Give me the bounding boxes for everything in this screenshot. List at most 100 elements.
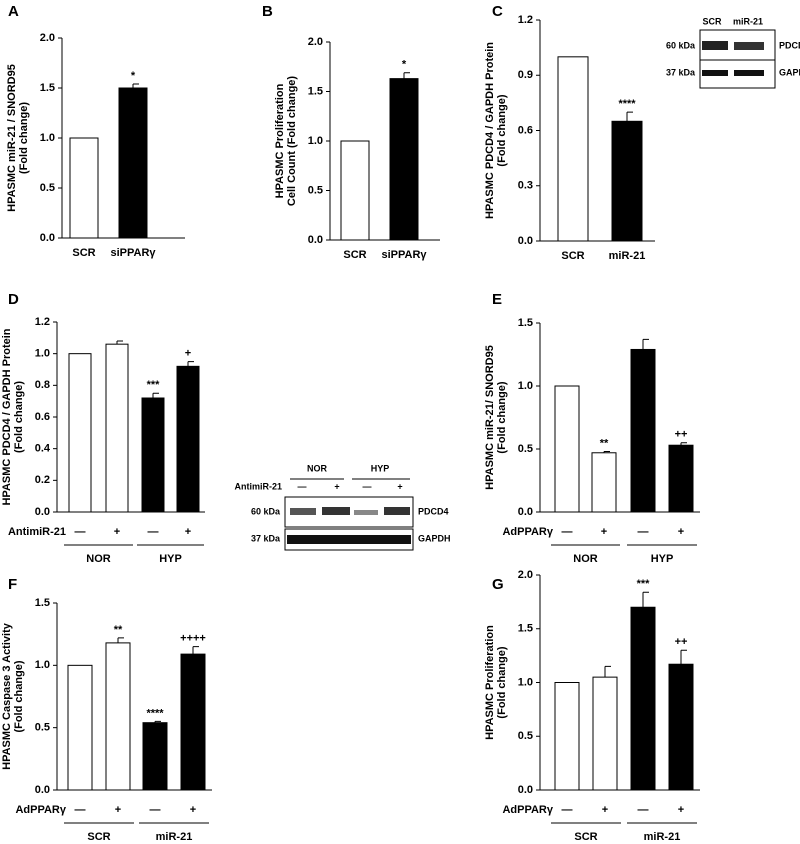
error-bar xyxy=(187,361,194,367)
western-blot-c: SCR miR-21 60 kDa 37 kDa PDCD4 GAPDH xyxy=(666,16,800,89)
significance-label: ** xyxy=(600,437,609,449)
x-tick-label: — xyxy=(75,804,86,816)
bar xyxy=(142,722,168,791)
error-bar xyxy=(604,665,611,678)
y-axis-label: HPASMC PDCD4 / GAPDH Protein xyxy=(484,42,496,219)
x-tick-label: — xyxy=(638,526,649,538)
blot-lane: SCR xyxy=(702,16,722,26)
group-label: SCR xyxy=(87,831,110,843)
y-axis-label: (Fold change) xyxy=(13,660,25,732)
panel: E HPASMC miR-21/ SNORD95 (Fold change) 0.0 0… xyxy=(484,291,700,565)
x-tick-label: SCR xyxy=(72,247,95,259)
y-tick-label: 1.0 xyxy=(518,676,533,688)
y-tick-label: 1.2 xyxy=(35,316,50,328)
bar xyxy=(180,653,206,791)
y-tick-label: 1.5 xyxy=(40,82,55,94)
y-tick-label: 0.5 xyxy=(35,722,50,734)
error-bar xyxy=(403,72,410,79)
panel-letter: G xyxy=(492,576,504,593)
panel-letter: F xyxy=(8,576,17,593)
y-tick-label: 0.4 xyxy=(35,443,51,455)
y-tick-label: 0.0 xyxy=(35,506,50,518)
significance-label: * xyxy=(131,70,136,82)
bar xyxy=(554,385,580,513)
error-bar xyxy=(192,646,199,655)
x-tick-label: — xyxy=(562,526,573,538)
y-tick-label: 2.0 xyxy=(40,32,55,44)
group-label: SCR xyxy=(574,831,597,843)
y-tick-label: 1.5 xyxy=(308,85,323,97)
x-tick-label: + xyxy=(602,804,608,816)
y-tick-label: 0.9 xyxy=(518,69,533,81)
panel-letter: C xyxy=(492,3,503,20)
factor-label: AdPPARγ xyxy=(502,804,553,816)
group-label: miR-21 xyxy=(156,831,193,843)
y-tick-label: 0.0 xyxy=(40,232,55,244)
bar xyxy=(105,642,131,791)
y-tick-label: 0.6 xyxy=(35,411,50,423)
blot-band xyxy=(290,508,316,515)
y-axis-label: (Fold change) xyxy=(13,381,25,453)
factor-label: AdPPARγ xyxy=(502,526,553,538)
blot-size: 60 kDa xyxy=(666,40,696,50)
bar xyxy=(176,365,200,513)
blot-lane: — xyxy=(363,481,372,491)
y-tick-label: 1.5 xyxy=(35,597,50,609)
error-bar xyxy=(626,111,633,122)
x-tick-label: + xyxy=(678,526,684,538)
y-tick-label: 1.2 xyxy=(518,14,533,26)
error-bar xyxy=(116,340,123,345)
error-bar xyxy=(152,392,159,398)
significance-label: + xyxy=(185,347,191,359)
significance-label: *** xyxy=(147,379,161,391)
blot-band xyxy=(702,70,728,76)
x-tick-label: — xyxy=(562,804,573,816)
y-tick-label: 0.6 xyxy=(518,124,533,136)
panel: A HPASMC miR-21 / SNORD95 (Fold change) 0.0… xyxy=(6,3,185,259)
bar xyxy=(554,682,580,791)
error-bar xyxy=(117,637,124,643)
blot-protein: PDCD4 xyxy=(418,506,449,516)
y-tick-label: 0.3 xyxy=(518,180,533,192)
blot-band xyxy=(322,507,350,515)
bar xyxy=(68,353,92,513)
y-axis-label: HPASMC Proliferation xyxy=(484,625,496,740)
x-tick-label: siPPARγ xyxy=(110,247,156,259)
blot-size: 60 kDa xyxy=(251,506,281,516)
x-tick-label: + xyxy=(115,804,121,816)
blot-group: NOR xyxy=(307,463,328,473)
significance-label: **** xyxy=(146,707,164,719)
y-axis-label: (Fold change) xyxy=(496,381,508,453)
x-tick-label: — xyxy=(75,526,86,538)
error-bar xyxy=(132,83,139,88)
error-bar xyxy=(680,442,687,446)
x-tick-label: — xyxy=(148,526,159,538)
error-bar xyxy=(642,591,649,608)
y-axis-label: HPASMC miR-21 / SNORD95 xyxy=(6,64,18,212)
panel-letter: A xyxy=(8,3,19,20)
blot-protein: GAPDH xyxy=(418,533,451,543)
panel: D HPASMC PDCD4 / GAPDH Protein (Fold chang… xyxy=(1,291,205,565)
blot-group: HYP xyxy=(371,463,390,473)
y-tick-label: 1.0 xyxy=(518,380,533,392)
blot-band xyxy=(354,510,378,515)
x-tick-label: + xyxy=(601,526,607,538)
y-axis-label: HPASMC Proliferation xyxy=(274,83,286,198)
y-tick-label: 1.0 xyxy=(40,132,55,144)
bar xyxy=(592,676,618,791)
bar xyxy=(340,140,370,241)
blot-lane: + xyxy=(397,481,402,491)
y-tick-label: 0.0 xyxy=(518,784,533,796)
bar xyxy=(105,343,129,513)
bar xyxy=(67,664,93,791)
blot-lane: + xyxy=(334,481,339,491)
bar xyxy=(69,137,99,239)
bar xyxy=(630,348,656,513)
y-tick-label: 0.2 xyxy=(35,474,50,486)
y-tick-label: 1.0 xyxy=(308,135,323,147)
factor-label: AntimiR-21 xyxy=(8,526,66,538)
significance-label: **** xyxy=(618,98,636,110)
blot-frame xyxy=(699,29,776,89)
y-tick-label: 2.0 xyxy=(518,569,533,581)
y-tick-label: 1.0 xyxy=(35,348,50,360)
